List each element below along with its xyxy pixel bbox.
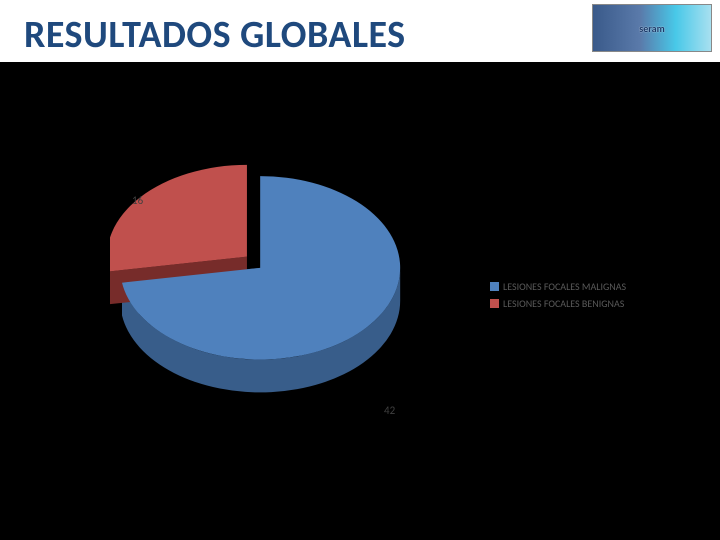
slide: RESULTADOS GLOBALES seram 42 16 LESIONES… [0,0,720,540]
legend-label-malignas: LESIONES FOCALES MALIGNAS [503,280,626,293]
chart-area: 42 16 LESIONES FOCALES MALIGNAS LESIONES… [0,62,720,540]
legend-swatch-benignas [490,299,499,308]
logo-text: seram [639,22,664,35]
legend-item-benignas: LESIONES FOCALES BENIGNAS [490,297,626,310]
logo-bg: seram [592,4,712,52]
data-label-benignas: 16 [132,194,143,207]
page-title: RESULTADOS GLOBALES [24,12,406,58]
pie-chart: 42 16 [110,152,400,412]
pie-svg [110,152,420,432]
congress-logo: seram [592,4,712,52]
legend-swatch-malignas [490,282,499,291]
header-banner: RESULTADOS GLOBALES seram [0,0,720,62]
legend-item-malignas: LESIONES FOCALES MALIGNAS [490,280,626,293]
legend: LESIONES FOCALES MALIGNAS LESIONES FOCAL… [490,280,626,314]
legend-label-benignas: LESIONES FOCALES BENIGNAS [503,297,624,310]
data-label-malignas: 42 [384,404,395,417]
